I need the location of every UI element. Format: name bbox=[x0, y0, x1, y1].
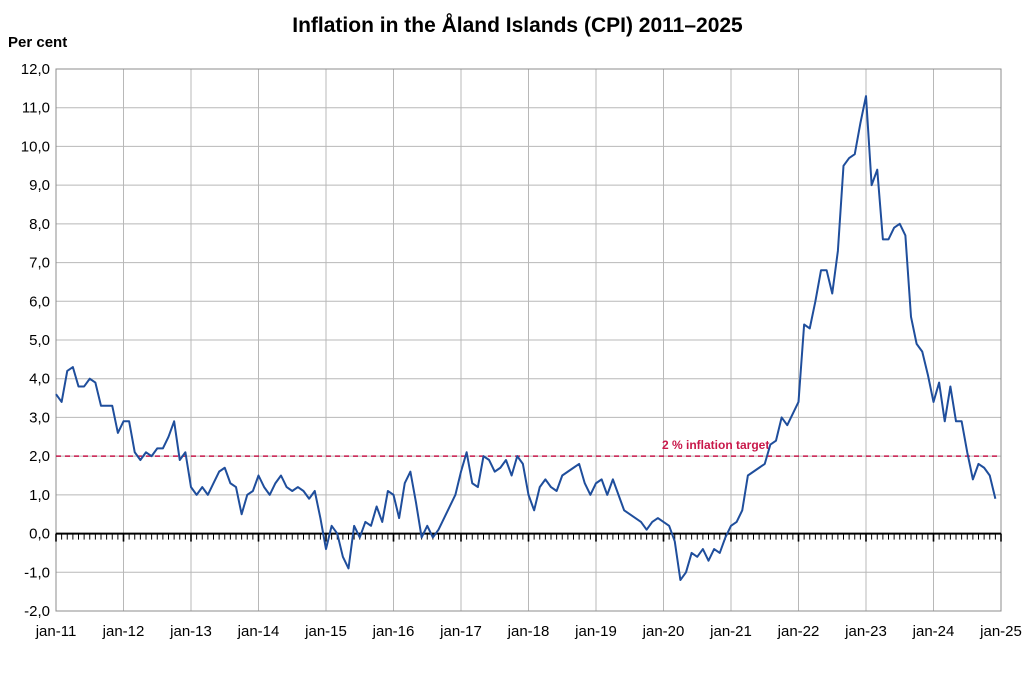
y-tick-label: 3,0 bbox=[29, 409, 50, 426]
x-tick-label: jan-14 bbox=[237, 623, 280, 640]
y-tick-label: 11,0 bbox=[22, 100, 50, 117]
x-tick-label: jan-17 bbox=[439, 623, 482, 640]
inflation-target-line: 2 % inflation target bbox=[56, 438, 1001, 457]
y-tick-label: 8,0 bbox=[29, 216, 50, 233]
y-tick-label: 10,0 bbox=[21, 138, 50, 155]
target-label: 2 % inflation target bbox=[662, 438, 769, 452]
x-tick-label: jan-12 bbox=[102, 623, 145, 640]
x-tick-label: jan-13 bbox=[169, 623, 212, 640]
y-tick-label: 12,0 bbox=[21, 61, 50, 78]
x-tick-label: jan-24 bbox=[912, 623, 955, 640]
y-tick-label: 0,0 bbox=[29, 526, 50, 543]
cpi-series-line bbox=[55, 95, 997, 582]
x-axis: jan-11 jan-12 jan-13 jan-14 jan-15 jan-16 jan-… bbox=[35, 623, 1022, 640]
x-tick-label: jan-23 bbox=[844, 623, 887, 640]
y-tick-label: 5,0 bbox=[29, 332, 50, 349]
y-tick-label: -1,0 bbox=[24, 564, 50, 581]
y-axis: -2,0 -1,0 0,0 1,0 2,0 3,0 4,0 5,0 6,0 7,0 8,0 9,0 10… bbox=[21, 61, 50, 620]
x-tick-label: jan-19 bbox=[574, 623, 617, 640]
y-tick-label: 7,0 bbox=[29, 255, 50, 272]
x-tick-label: jan-25 bbox=[979, 623, 1022, 640]
x-tick-label: jan-16 bbox=[372, 623, 415, 640]
x-tick-label: jan-21 bbox=[709, 623, 752, 640]
y-tick-label: 4,0 bbox=[29, 371, 50, 388]
x-tick-label: jan-15 bbox=[304, 623, 347, 640]
x-tick-label: jan-11 bbox=[35, 623, 77, 640]
plot-area bbox=[55, 68, 1002, 612]
zero-axis bbox=[55, 532, 1002, 542]
y-tick-label: 9,0 bbox=[29, 177, 50, 194]
x-tick-label: jan-22 bbox=[777, 623, 820, 640]
gridlines bbox=[55, 68, 1002, 612]
y-tick-label: 1,0 bbox=[29, 487, 50, 504]
y-axis-unit-label: Per cent bbox=[8, 34, 68, 51]
y-tick-label: 6,0 bbox=[29, 293, 50, 310]
chart-title: Inflation in the Åland Islands (CPI) 201… bbox=[292, 14, 743, 37]
plot-border bbox=[55, 68, 1002, 612]
y-tick-label: 2,0 bbox=[29, 448, 50, 465]
x-tick-label: jan-18 bbox=[507, 623, 550, 640]
y-tick-label: -2,0 bbox=[24, 603, 50, 620]
series-group bbox=[55, 95, 997, 582]
x-tick-label: jan-20 bbox=[642, 623, 685, 640]
